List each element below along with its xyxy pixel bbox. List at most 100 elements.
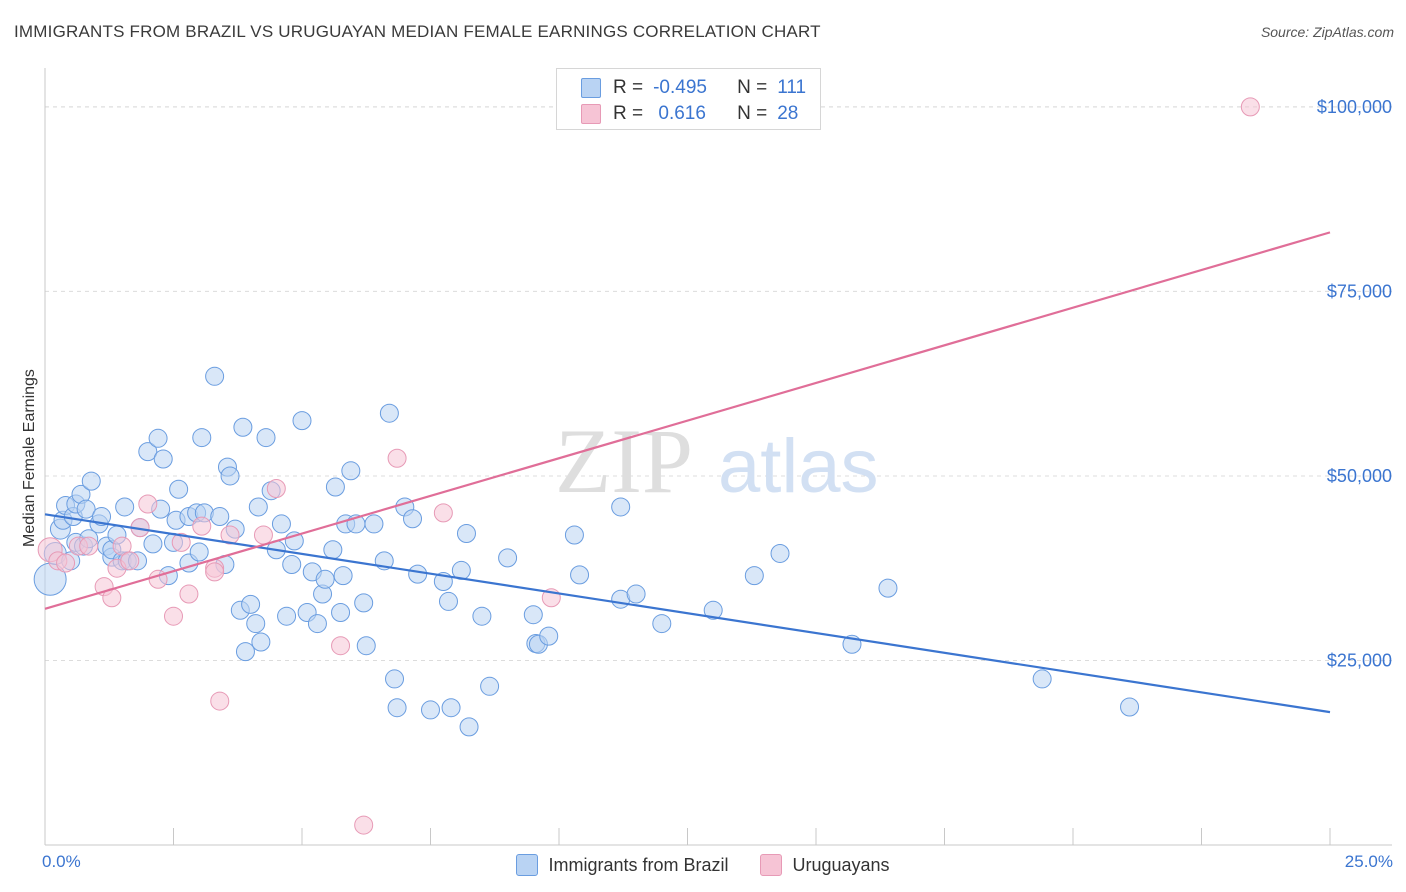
brazil-point [220, 466, 240, 486]
brazil-point [564, 525, 584, 545]
brazil-point [282, 555, 302, 575]
series-swatch-pink [760, 854, 783, 876]
legend-n-value: 111 [777, 77, 807, 98]
brazil-point [271, 514, 291, 534]
brazil-point [379, 403, 399, 423]
brazil-point [205, 366, 225, 386]
x-axis-max-label: 25.0% [1344, 852, 1393, 871]
brazil-point [248, 497, 268, 517]
brazil-point [744, 566, 764, 586]
uruguayan-point [210, 691, 230, 711]
brazil-point [292, 411, 312, 431]
series-label-brazil: Immigrants from Brazil [548, 854, 729, 875]
brazil-point [235, 642, 255, 662]
brazil-point [438, 591, 458, 611]
brazil-point [169, 479, 189, 499]
brazil-point [115, 497, 135, 517]
brazil-point [652, 614, 672, 634]
uruguayan-point [266, 479, 286, 498]
uruguayan-point [331, 636, 351, 656]
legend-row-brazil: R = -0.495 N = 111 [581, 77, 806, 99]
uruguayan-point [1240, 97, 1260, 117]
series-legend-brazil[interactable]: Immigrants from Brazil [516, 854, 728, 876]
x-axis-min-label: 0.0% [42, 852, 81, 871]
y-tick-label: $100,000 [1317, 97, 1392, 117]
brazil-point [456, 524, 476, 544]
uruguayan-point [112, 536, 132, 556]
brazil-point [539, 626, 559, 646]
brazil-point [192, 428, 212, 448]
uruguayan-point [354, 815, 374, 835]
brazil-point [480, 676, 500, 696]
legend-swatch-blue [581, 78, 601, 98]
correlation-legend: R = -0.495 N = 111 R = 0.616 N = 28 [556, 68, 821, 130]
brazil-point [611, 497, 631, 517]
series-legend: Immigrants from Brazil Uruguayans [0, 852, 1406, 878]
brazil-point [626, 584, 646, 604]
brazil-point [364, 514, 384, 534]
legend-swatch-pink [581, 104, 601, 124]
brazil-point [277, 606, 297, 626]
brazil-point [323, 540, 343, 560]
brazil-point [703, 600, 723, 620]
series-swatch-blue [516, 854, 539, 876]
uruguayan-point [433, 503, 453, 523]
brazil-point [354, 593, 374, 613]
uruguayan-point [179, 584, 199, 604]
brazil-point [325, 477, 345, 497]
y-tick-label: $50,000 [1327, 466, 1392, 486]
brazil-point [333, 566, 353, 586]
brazil-point [1120, 697, 1140, 717]
uruguayan-trend-line [44, 231, 1331, 610]
brazil-trend-line [44, 513, 1331, 714]
uruguayan-point [192, 516, 212, 536]
brazil-point [76, 499, 96, 519]
legend-r-value: -0.495 [653, 77, 707, 98]
brazil-point [408, 564, 428, 584]
legend-r-label: R = [613, 103, 644, 124]
y-tick-label: $25,000 [1327, 650, 1392, 670]
brazil-point [341, 461, 361, 481]
points-layer [33, 97, 1260, 835]
legend-r-value: 0.616 [653, 103, 706, 124]
brazil-point [210, 507, 230, 527]
grid-layer [45, 106, 1392, 661]
uruguayan-point [56, 553, 76, 573]
brazil-point [256, 428, 276, 448]
watermark-zip: ZIP [555, 410, 693, 512]
uruguayan-point [171, 532, 191, 552]
brazil-point [331, 603, 351, 622]
brazil-point [356, 636, 376, 656]
watermark: ZIP atlas [555, 410, 879, 512]
brazil-point [878, 578, 898, 598]
y-tick-labels: $25,000 $50,000 $75,000 $100,000 [1317, 97, 1392, 671]
brazil-point [233, 417, 253, 437]
brazil-point [472, 606, 492, 626]
brazil-point [148, 428, 168, 448]
brazil-point [770, 543, 790, 563]
axis-layer [44, 68, 1392, 846]
legend-r-label: R = [613, 77, 644, 98]
uruguayan-point [79, 536, 99, 556]
brazil-point [241, 594, 261, 614]
brazil-point [246, 614, 266, 634]
brazil-point [251, 632, 271, 652]
uruguayan-point [120, 551, 140, 571]
brazil-point [441, 698, 461, 718]
chart-title: IMMIGRANTS FROM BRAZIL VS URUGUAYAN MEDI… [14, 22, 821, 41]
brazil-point [92, 507, 112, 527]
brazil-point [1032, 669, 1052, 689]
brazil-point [403, 509, 423, 529]
brazil-point [421, 700, 440, 720]
uruguayan-point [164, 606, 183, 626]
brazil-point [153, 449, 173, 469]
brazil-point [307, 614, 327, 634]
uruguayan-point [253, 525, 273, 545]
trend-layer [44, 231, 1331, 714]
series-legend-uruguayans[interactable]: Uruguayans [760, 854, 890, 876]
brazil-point [498, 548, 518, 568]
brazil-point [143, 534, 163, 554]
legend-n-label: N = [737, 103, 768, 124]
brazil-point [385, 669, 405, 689]
